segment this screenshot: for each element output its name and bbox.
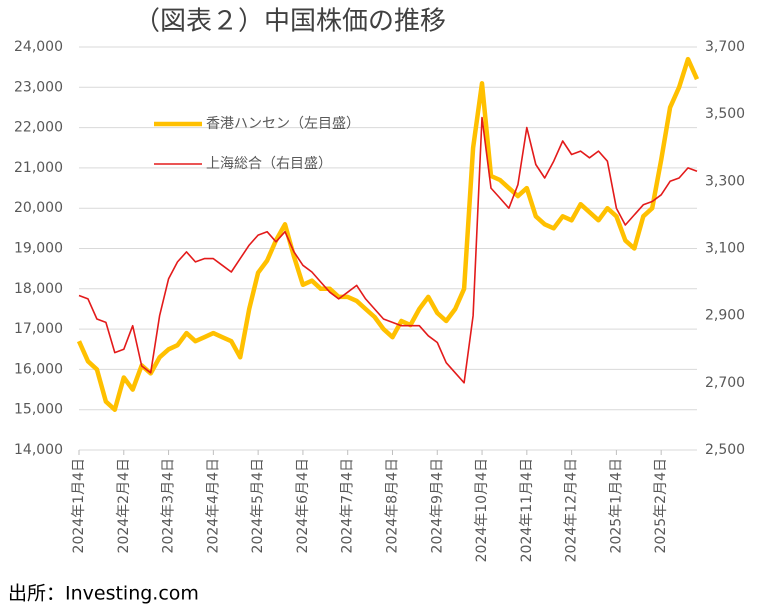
y-tick-label: 24,000 <box>14 39 63 55</box>
y-tick-label: 15,000 <box>14 402 63 418</box>
y-tick-label: 19,000 <box>14 241 63 257</box>
x-tick-label: 2024年10月4日 <box>474 458 490 562</box>
x-tick-label: 2024年5月4日 <box>250 458 266 553</box>
series-line <box>76 56 700 412</box>
y2-tick-label: 3,500 <box>705 106 745 122</box>
x-tick-label: 2024年1月4日 <box>71 458 87 553</box>
x-tick-label: 2025年1月4日 <box>608 458 624 553</box>
y-tick-label: 17,000 <box>14 321 63 337</box>
y2-tick-label: 3,100 <box>705 241 745 257</box>
y2-tick-label: 2,900 <box>705 308 745 324</box>
legend-label: 上海総合（右目盛） <box>206 156 332 172</box>
x-tick-label: 2024年7月4日 <box>340 458 356 553</box>
series-line <box>78 116 698 384</box>
y-tick-label: 20,000 <box>14 200 63 216</box>
x-tick-label: 2025年2月4日 <box>653 458 669 553</box>
x-tick-label: 2024年12月4日 <box>564 458 580 562</box>
x-tick-label: 2024年6月4日 <box>295 458 311 553</box>
y-tick-label: 18,000 <box>14 281 63 297</box>
x-tick-label: 2024年8月4日 <box>384 458 400 553</box>
y2-tick-label: 2,700 <box>705 375 745 391</box>
x-tick-label: 2024年11月4日 <box>519 458 535 562</box>
x-tick-label: 2024年9月4日 <box>429 458 445 553</box>
x-tick-label: 2024年2月4日 <box>116 458 132 553</box>
y-tick-label: 22,000 <box>14 120 63 136</box>
x-tick-label: 2024年3月4日 <box>161 458 177 553</box>
legend-label: 香港ハンセン（左目盛） <box>206 116 360 132</box>
y-tick-label: 21,000 <box>14 160 63 176</box>
y2-tick-label: 3,300 <box>705 173 745 189</box>
x-tick-label: 2024年4月4日 <box>205 458 221 553</box>
y2-tick-label: 3,700 <box>705 39 745 55</box>
y-tick-label: 16,000 <box>14 361 63 377</box>
source: 出所：Investing.com <box>8 583 199 605</box>
y2-tick-label: 2,500 <box>705 442 745 458</box>
y-tick-label: 14,000 <box>14 442 63 458</box>
y-tick-label: 23,000 <box>14 79 63 95</box>
chart-title: （図表２）中国株価の推移 <box>134 7 446 37</box>
